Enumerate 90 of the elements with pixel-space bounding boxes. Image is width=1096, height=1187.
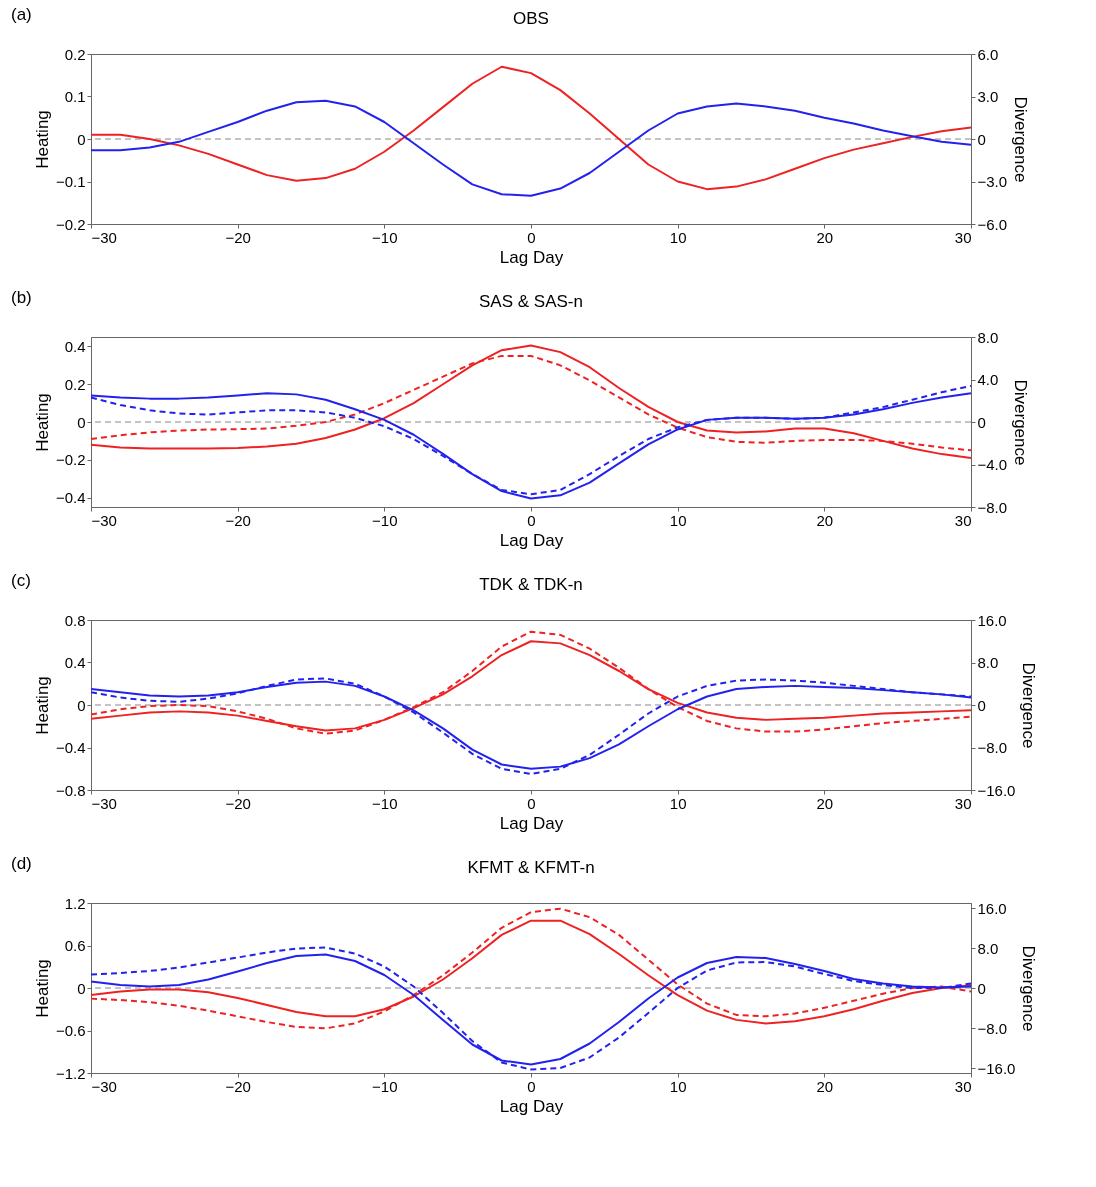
x-tick-label: 30 [954, 228, 972, 246]
x-axis-title: Lag Day [499, 247, 564, 267]
y2-tick-label: −16.0 [977, 781, 1016, 799]
x-tick-label: −10 [372, 1077, 398, 1095]
y-tick-label: 0 [77, 696, 86, 714]
y2-tick-label: 4.0 [977, 371, 999, 388]
y2-axis-title: Divergence [1019, 662, 1039, 749]
chart-title: KFMT & KFMT-n [467, 858, 595, 877]
y2-tick-label: 3.0 [977, 88, 999, 105]
x-tick-label: 30 [954, 1077, 972, 1095]
y-tick-label: −0.2 [55, 451, 86, 469]
y-axis-title: Heating [32, 393, 52, 452]
y-tick-label: −0.2 [55, 215, 86, 233]
y2-tick-label: −8.0 [977, 498, 1008, 516]
y-tick-label: 0 [77, 979, 86, 997]
y-tick-label: 0.4 [64, 337, 86, 355]
y-tick-label: 0.2 [64, 375, 86, 393]
y-tick-label: 0.4 [64, 654, 86, 671]
y2-tick-label: 16.0 [977, 611, 1007, 629]
x-tick-label: 0 [527, 511, 536, 529]
y2-axis-title: Divergence [1011, 379, 1031, 466]
y2-tick-label: 8.0 [977, 654, 999, 671]
text: (b) [11, 288, 32, 307]
x-tick-label: −20 [225, 228, 251, 246]
chart-title: OBS [513, 9, 549, 28]
y-tick-label: −0.4 [55, 489, 86, 507]
y-tick-label: 0.8 [64, 611, 86, 629]
chart-title: TDK & TDK-n [479, 575, 583, 594]
chart-title: SAS & SAS-n [479, 292, 583, 311]
x-axis-title: Lag Day [499, 1096, 564, 1116]
x-tick-label: 0 [527, 794, 536, 812]
x-tick-label: 0 [527, 228, 536, 246]
y-tick-label: −0.4 [55, 739, 86, 756]
x-tick-label: 30 [954, 511, 972, 529]
y2-axis-title: Divergence [1011, 96, 1031, 183]
y-tick-label: 0.6 [64, 937, 86, 954]
y-tick-label: 1.2 [64, 894, 86, 912]
x-tick-label: 20 [816, 511, 834, 529]
y2-tick-label: 0 [977, 696, 986, 714]
y-axis-title: Heating [32, 110, 52, 169]
x-tick-label: −10 [372, 511, 398, 529]
y-tick-label: −1.2 [55, 1064, 86, 1082]
x-tick-label: −20 [225, 794, 251, 812]
x-tick-label: 10 [669, 511, 687, 529]
y2-tick-label: −6.0 [977, 215, 1008, 233]
text: (d) [11, 854, 32, 873]
y-tick-label: −0.1 [55, 173, 86, 190]
y2-tick-label: 0 [977, 979, 986, 997]
y2-tick-label: −16.0 [977, 1059, 1016, 1077]
text: (c) [11, 571, 31, 590]
x-tick-label: −30 [91, 794, 117, 812]
line-series [90, 65, 972, 191]
x-tick-label: 20 [816, 228, 834, 246]
x-tick-label: 20 [816, 794, 834, 812]
y-axis-title: Heating [32, 676, 52, 735]
y2-tick-label: 8.0 [977, 328, 999, 346]
x-tick-label: 10 [669, 794, 687, 812]
x-tick-label: −30 [91, 228, 117, 246]
y-tick-label: 0 [77, 413, 86, 431]
x-tick-label: −10 [372, 228, 398, 246]
y-tick-label: 0.2 [64, 45, 86, 63]
y2-tick-label: 0 [977, 130, 986, 148]
y2-tick-label: −3.0 [977, 173, 1008, 190]
x-tick-label: −30 [91, 1077, 117, 1095]
x-tick-label: 20 [816, 1077, 834, 1095]
y-tick-label: 0 [77, 130, 86, 148]
y-tick-label: −0.8 [55, 781, 86, 799]
y2-tick-label: −8.0 [977, 739, 1008, 756]
y2-tick-label: −4.0 [977, 456, 1008, 473]
x-tick-label: 10 [669, 1077, 687, 1095]
y2-tick-label: 0 [977, 413, 986, 431]
x-tick-label: −20 [225, 511, 251, 529]
x-tick-label: 0 [527, 1077, 536, 1095]
y-tick-label: −0.6 [55, 1022, 86, 1039]
y2-tick-label: 6.0 [977, 45, 999, 63]
y2-tick-label: −8.0 [977, 1019, 1008, 1037]
y-tick-label: 0.1 [64, 88, 86, 105]
line-series [90, 99, 972, 197]
x-tick-label: −20 [225, 1077, 251, 1095]
x-axis-title: Lag Day [499, 813, 564, 833]
x-tick-label: 30 [954, 794, 972, 812]
y2-tick-label: 8.0 [977, 939, 999, 957]
y-axis-title: Heating [32, 959, 52, 1018]
text: (a) [11, 5, 32, 24]
y2-tick-label: 16.0 [977, 899, 1007, 917]
x-tick-label: 10 [669, 228, 687, 246]
y2-axis-title: Divergence [1019, 945, 1039, 1032]
x-tick-label: −30 [91, 511, 117, 529]
x-axis-title: Lag Day [499, 530, 564, 550]
x-tick-label: −10 [372, 794, 398, 812]
